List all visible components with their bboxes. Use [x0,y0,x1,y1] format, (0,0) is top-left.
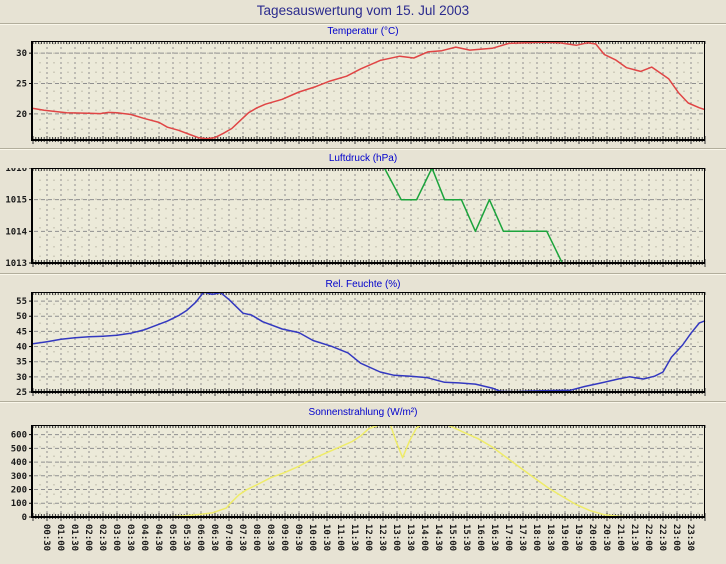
chart-title-humidity: Rel. Feuchte (%) [325,279,401,290]
svg-text:55: 55 [16,297,27,307]
time-axis-labels: 00:30 01:00 01:30 02:00 02:30 03:00 03:30 04:00… [41,524,695,551]
svg-text:1016: 1016 [5,168,27,174]
svg-text:01:00: 01:00 [55,524,65,551]
svg-text:25: 25 [16,79,27,89]
panel-divider-3 [0,401,726,403]
svg-text:11:30: 11:30 [349,524,359,551]
svg-text:13:00: 13:00 [391,524,401,551]
panel-divider-2 [0,273,726,275]
svg-text:07:00: 07:00 [223,524,233,551]
temperature-chart: 20 25 30 [16,41,706,144]
svg-text:07:30: 07:30 [237,524,247,551]
svg-text:03:00: 03:00 [111,524,121,551]
svg-text:500: 500 [11,444,27,454]
svg-text:19:00: 19:00 [559,524,569,551]
svg-text:08:30: 08:30 [265,524,275,551]
svg-text:03:30: 03:30 [125,524,135,551]
svg-text:10:00: 10:00 [307,524,317,551]
svg-text:15:00: 15:00 [447,524,457,551]
svg-text:13:30: 13:30 [405,524,415,551]
svg-text:50: 50 [16,312,27,322]
svg-text:20:30: 20:30 [601,524,611,551]
svg-text:30: 30 [16,49,27,59]
svg-text:18:30: 18:30 [545,524,555,551]
svg-text:14:00: 14:00 [419,524,429,551]
svg-text:19:30: 19:30 [573,524,583,551]
chart-title-radiation: Sonnenstrahlung (W/m²) [308,407,418,418]
svg-text:15:30: 15:30 [461,524,471,551]
svg-text:00:30: 00:30 [41,524,51,551]
svg-text:25: 25 [16,388,27,398]
svg-text:17:30: 17:30 [517,524,527,551]
svg-text:600: 600 [11,431,27,441]
svg-text:02:00: 02:00 [83,524,93,551]
svg-text:02:30: 02:30 [97,524,107,551]
svg-text:10:30: 10:30 [321,524,331,551]
svg-text:09:30: 09:30 [293,524,303,551]
humidity-chart: 25 30 35 40 45 50 55 [16,292,706,398]
header-divider [0,23,726,25]
svg-text:11:00: 11:00 [335,524,345,551]
svg-text:08:00: 08:00 [251,524,261,551]
svg-text:1013: 1013 [5,259,27,269]
svg-text:01:30: 01:30 [69,524,79,551]
chart-title-pressure: Luftdruck (hPa) [328,153,398,164]
radiation-chart: 0 100 200 300 400 500 600 [11,425,706,523]
svg-text:20:00: 20:00 [587,524,597,551]
svg-text:45: 45 [16,327,27,337]
svg-text:16:00: 16:00 [475,524,485,551]
svg-text:35: 35 [16,358,27,368]
svg-text:400: 400 [11,458,27,468]
chart-title-temperature: Temperatur (°C) [327,26,399,37]
svg-text:04:30: 04:30 [153,524,163,551]
svg-text:12:30: 12:30 [377,524,387,551]
svg-text:22:00: 22:00 [643,524,653,551]
svg-text:200: 200 [11,486,27,496]
svg-text:18:00: 18:00 [531,524,541,551]
page-title: Tagesauswertung vom 15. Jul 2003 [256,3,470,18]
svg-text:16:30: 16:30 [489,524,499,551]
svg-text:30: 30 [16,373,27,383]
svg-text:06:30: 06:30 [209,524,219,551]
svg-text:22:30: 22:30 [657,524,667,551]
svg-text:1015: 1015 [5,196,27,206]
panel-divider-1 [0,148,726,150]
svg-text:17:00: 17:00 [503,524,513,551]
svg-text:1014: 1014 [5,227,27,237]
svg-text:04:00: 04:00 [139,524,149,551]
svg-text:05:00: 05:00 [167,524,177,551]
pressure-chart: 1013 1014 1015 1016 [5,168,706,269]
svg-text:06:00: 06:00 [195,524,205,551]
svg-text:14:30: 14:30 [433,524,443,551]
svg-text:40: 40 [16,343,27,353]
svg-text:23:00: 23:00 [671,524,681,551]
svg-text:100: 100 [11,499,27,509]
svg-text:05:30: 05:30 [181,524,191,551]
svg-text:21:00: 21:00 [615,524,625,551]
svg-text:09:00: 09:00 [279,524,289,551]
svg-text:12:00: 12:00 [363,524,373,551]
svg-text:300: 300 [11,472,27,482]
svg-text:21:30: 21:30 [629,524,639,551]
svg-text:0: 0 [22,513,27,523]
svg-text:23:30: 23:30 [685,524,695,551]
svg-text:20: 20 [16,110,27,120]
